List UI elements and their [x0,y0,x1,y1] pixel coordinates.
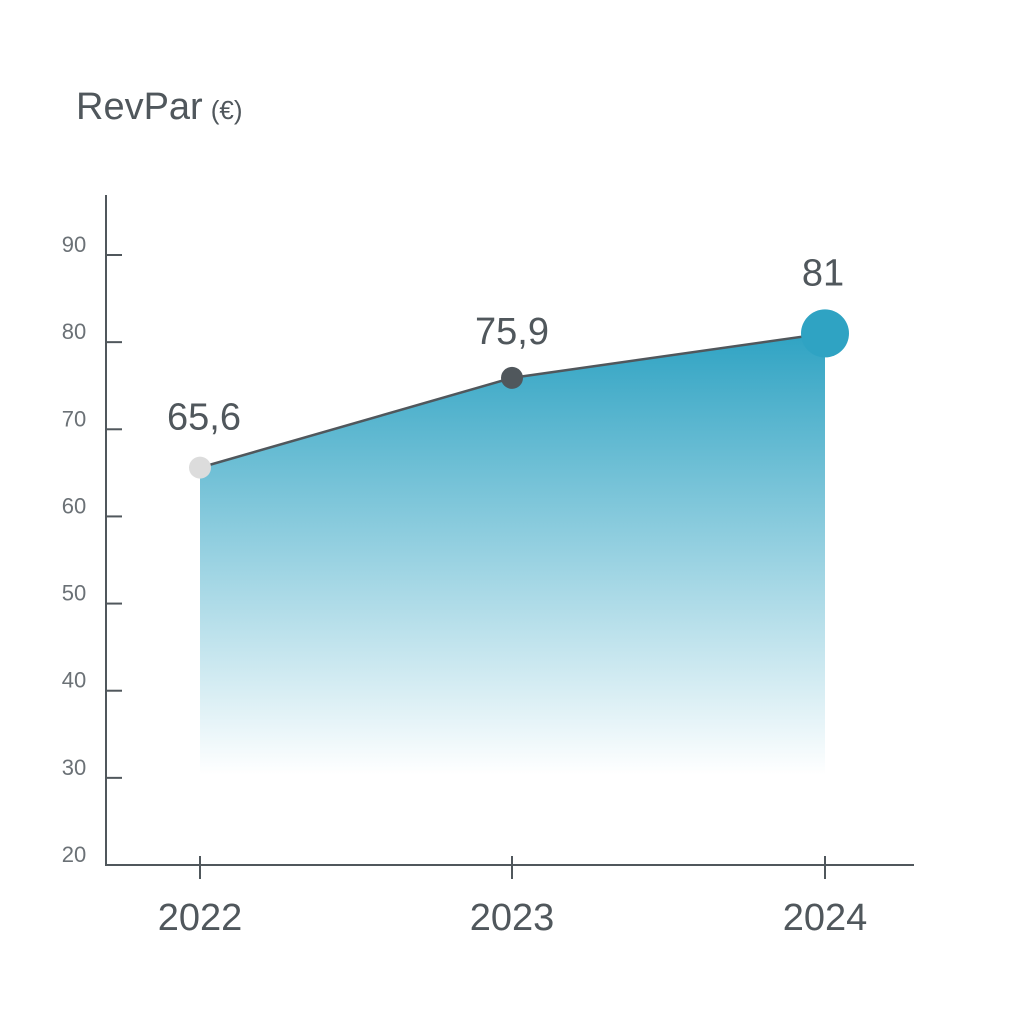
area-fill [200,333,825,775]
points-layer [189,309,849,479]
data-label-2024: 81 [802,252,844,294]
axes: 20 30 40 50 60 70 80 90 2022 2023 2024 [62,195,914,939]
data-point-2023 [501,366,523,389]
data-label-2022: 65,6 [167,397,241,439]
y-tick-label: 70 [62,406,86,431]
chart-title-text: RevPar [76,86,203,128]
x-tick-label: 2023 [470,897,555,939]
y-tick-label: 50 [62,581,86,606]
chart-title: RevPar (€) [76,88,243,126]
y-tick-label: 60 [62,493,86,518]
y-tick-label: 90 [62,232,86,257]
y-tick-label: 80 [62,319,86,344]
y-tick-label: 30 [62,755,86,780]
y-tick-label: 20 [62,842,86,867]
chart-unit: (€) [210,95,243,125]
labels-layer: 65,6 75,9 81 [167,252,844,438]
data-label-2023: 75,9 [475,311,549,353]
data-point-2022 [189,456,211,479]
y-tick-label: 40 [62,668,86,693]
area-layer [199,332,826,775]
x-tick-label: 2022 [158,897,243,939]
x-tick-label: 2024 [783,897,868,939]
data-point-2024 [801,309,849,358]
